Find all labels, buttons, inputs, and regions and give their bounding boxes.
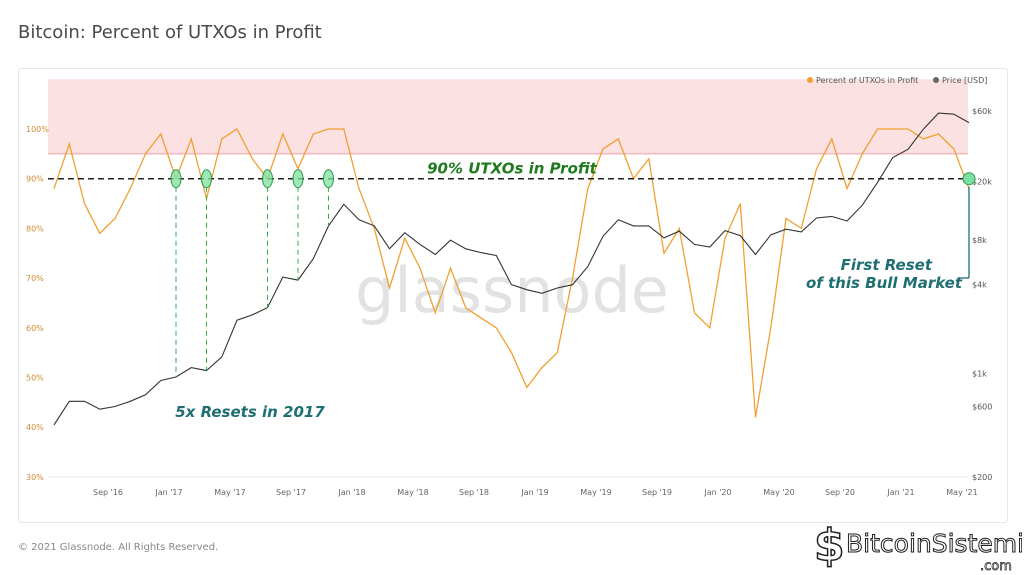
y-left-tick-label: 80% (26, 224, 44, 233)
x-tick-label: Sep '16 (93, 488, 123, 497)
y-left-tick-label: 60% (26, 324, 44, 333)
first-reset-label-line2: of this Bull Market (806, 274, 963, 292)
2017-reset-marker (292, 169, 304, 189)
y-left-tick-label: 90% (26, 175, 44, 184)
page-title: Bitcoin: Percent of UTXOs in Profit (18, 22, 322, 43)
threshold-label: 90% UTXOs in Profit (427, 160, 598, 178)
y-right-tick-label: $4k (972, 281, 987, 290)
y-left-tick-label: 100% (26, 125, 49, 134)
profit-band (48, 79, 968, 154)
logo-text: BitcoinSistemi (846, 529, 1022, 558)
y-right-tick-label: $8k (972, 236, 987, 245)
resets-2017-label: 5x Resets in 2017 (175, 403, 325, 421)
x-tick-label: May '19 (580, 488, 611, 497)
x-tick-label: Jan '20 (703, 488, 731, 497)
legend-price-swatch (933, 77, 939, 83)
chart-frame (18, 68, 1008, 523)
x-tick-label: May '17 (214, 488, 245, 497)
svg-text:$: $ (814, 520, 845, 571)
watermark: glassnode (355, 254, 669, 327)
y-left-tick-label: 30% (26, 473, 44, 482)
legend-price-label: Price [USD] (942, 76, 987, 85)
bitcoinsistemi-logo: $ BitcoinSistemi .com (813, 519, 1022, 572)
y-right-tick-label: $1k (972, 370, 987, 379)
2017-reset-marker (170, 169, 182, 189)
2017-reset-marker (262, 169, 273, 189)
x-tick-label: Sep '20 (825, 488, 855, 497)
y-left-tick-label: 70% (26, 274, 44, 283)
price-usd-line (53, 112, 970, 426)
x-tick-label: Jan '17 (154, 488, 182, 497)
y-right-tick-label: $600 (972, 402, 992, 411)
copyright: © 2021 Glassnode. All Rights Reserved. (18, 542, 219, 553)
x-tick-label: Jan '21 (886, 488, 914, 497)
x-tick-label: May '18 (397, 488, 428, 497)
y-right-tick-label: $20k (972, 177, 992, 186)
x-tick-label: Jan '19 (520, 488, 548, 497)
2017-reset-marker (323, 169, 334, 189)
legend-percent-swatch (807, 77, 813, 83)
x-tick-label: Sep '19 (642, 488, 672, 497)
logo-suffix: .com (980, 559, 1012, 572)
x-tick-label: Sep '17 (276, 488, 306, 497)
y-right-tick-label: $200 (972, 473, 992, 482)
legend-percent-label: Percent of UTXOs in Profit (816, 76, 918, 85)
x-tick-label: Jan '18 (337, 488, 365, 497)
first-reset-marker (962, 172, 976, 186)
y-left-tick-label: 40% (26, 423, 44, 432)
2017-reset-marker (201, 169, 212, 189)
y-right-tick-label: $60k (972, 107, 992, 116)
x-tick-label: May '20 (763, 488, 794, 497)
first-reset-label-line1: First Reset (841, 256, 933, 274)
x-tick-label: Sep '18 (459, 488, 489, 497)
y-left-tick-label: 50% (26, 374, 44, 383)
x-tick-label: May '21 (946, 488, 977, 497)
